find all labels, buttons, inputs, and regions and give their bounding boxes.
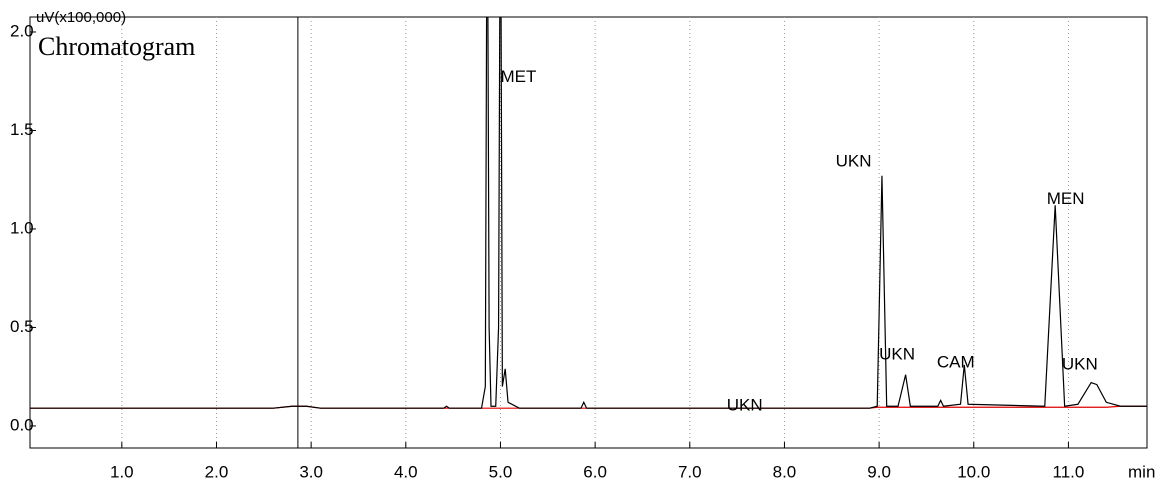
x-tick-label: 1.0: [110, 462, 134, 481]
labels: 1.0 2.0 3.0 4.0 5.0 6.0 7.0 8.0 9.0 10.0 11.0 0.0 0.…: [10, 21, 1098, 481]
y-tick-label: 2.0: [10, 21, 34, 40]
grid: [30, 17, 1069, 448]
x-tick-label: 10.0: [957, 462, 990, 481]
x-tick-label: 6.0: [583, 462, 607, 481]
peak-label: UKN: [727, 396, 763, 415]
y-axis-label: uV(x100,000): [36, 9, 126, 26]
y-tick-label: 0.5: [10, 317, 34, 336]
x-tick-label: 9.0: [867, 462, 891, 481]
peak-label: CAM: [937, 352, 975, 371]
peak-label: MET: [501, 67, 537, 86]
x-tick-label: 7.0: [678, 462, 702, 481]
x-tick-label: 8.0: [773, 462, 797, 481]
y-tick-label: 1.5: [10, 120, 34, 139]
x-tick-label: 4.0: [394, 462, 418, 481]
x-tick-label: 3.0: [299, 462, 323, 481]
x-axis-label: min: [1128, 462, 1155, 481]
peak-label: UKN: [836, 151, 872, 170]
plot-area: [30, 17, 1147, 448]
peak-label: UKN: [1062, 354, 1098, 373]
x-tick-label: 2.0: [205, 462, 229, 481]
x-tick-label: 5.0: [489, 462, 513, 481]
signal-line: [30, 17, 1147, 409]
y-tick-label: 1.0: [10, 218, 34, 237]
x-tick-label: 11.0: [1053, 462, 1085, 481]
peak-label: MEN: [1047, 189, 1085, 208]
peak-label: UKN: [879, 345, 915, 364]
chart-title: Chromatogram: [38, 32, 195, 61]
y-tick-label: 0.0: [10, 415, 34, 434]
plot-frame: [29, 16, 1148, 449]
